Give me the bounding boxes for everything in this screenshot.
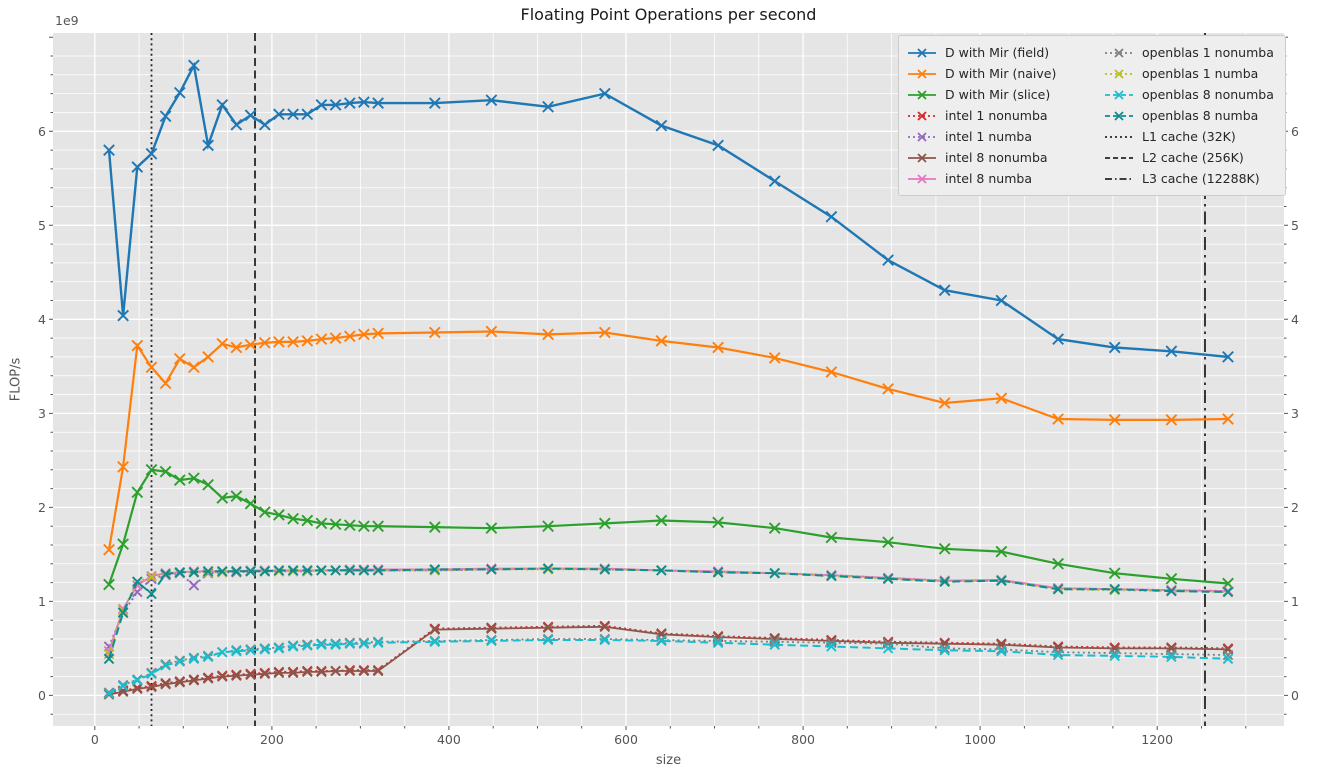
legend-label: D with Mir (field)	[945, 45, 1050, 60]
series-markers-2	[103, 463, 1234, 591]
y2-tick-label: 3	[1291, 406, 1299, 421]
legend-label: L2 cache (256K)	[1142, 150, 1244, 165]
legend-label: openblas 1 numba	[1142, 66, 1259, 81]
y-axis-title: FLOP/s	[8, 357, 24, 402]
y2-tick-label: 2	[1291, 500, 1299, 515]
legend-swatch-icon	[908, 110, 936, 121]
legend-label: openblas 8 numba	[1142, 108, 1259, 123]
legend-swatch-icon	[1105, 68, 1133, 79]
y2-tick-label: 6	[1291, 124, 1299, 139]
legend-label: D with Mir (slice)	[945, 87, 1051, 102]
legend-label: intel 1 nonumba	[945, 108, 1048, 123]
series-markers-9	[103, 634, 1234, 699]
y-tick-label: 5	[38, 218, 46, 233]
x-tick-label: 800	[791, 732, 815, 747]
chart-title: Floating Point Operations per second	[520, 5, 817, 24]
legend-item: L1 cache (32K)	[1104, 126, 1279, 147]
legend-swatch-icon	[1105, 177, 1133, 180]
series-line-7	[108, 638, 1229, 694]
y-axis-offset-label: 1e9	[55, 13, 79, 28]
series-markers-0	[103, 59, 1234, 363]
legend-label: D with Mir (naive)	[945, 66, 1057, 81]
legend-item: openblas 8 numba	[1104, 105, 1279, 126]
legend-label: openblas 1 nonumba	[1142, 45, 1274, 60]
x-tick-label: 200	[260, 732, 284, 747]
legend-item: openblas 1 numba	[1104, 63, 1279, 84]
legend-swatch-icon	[1105, 110, 1133, 121]
x-tick-label: 1000	[964, 732, 996, 747]
legend-swatch-icon	[1105, 135, 1133, 138]
legend-swatch-icon	[908, 47, 936, 58]
y2-tick-label: 5	[1291, 218, 1299, 233]
legend-swatch-icon	[908, 131, 936, 142]
legend-item: openblas 1 nonumba	[1104, 42, 1279, 63]
legend-item: intel 1 numba	[907, 126, 1104, 147]
legend-item: L3 cache (12288K)	[1104, 168, 1279, 189]
y-tick-label: 0	[38, 688, 46, 703]
legend-item: intel 8 nonumba	[907, 147, 1104, 168]
x-tick-label: 400	[437, 732, 461, 747]
legend-item: D with Mir (naive)	[907, 63, 1104, 84]
legend-swatch-icon	[1105, 156, 1133, 159]
y-tick-label: 1	[38, 594, 46, 609]
legend-item: openblas 8 nonumba	[1104, 84, 1279, 105]
minor-gridlines	[53, 33, 1284, 726]
series-markers-1	[103, 325, 1234, 556]
y2-tick-label: 4	[1291, 312, 1299, 327]
legend-swatch-icon	[908, 152, 936, 163]
y2-tick-label: 0	[1291, 688, 1299, 703]
legend-label: intel 8 numba	[945, 171, 1032, 186]
legend-label: intel 1 numba	[945, 129, 1032, 144]
tick-marks	[49, 36, 1288, 730]
legend-item: intel 1 nonumba	[907, 105, 1104, 126]
y-tick-label: 2	[38, 500, 46, 515]
legend-label: intel 8 nonumba	[945, 150, 1048, 165]
x-axis-title: size	[655, 753, 682, 768]
legend-item: D with Mir (field)	[907, 42, 1104, 63]
x-tick-label: 1200	[1141, 732, 1173, 747]
legend-swatch-icon	[1105, 47, 1133, 58]
legend-swatch-icon	[908, 68, 936, 79]
legend-label: L3 cache (12288K)	[1142, 171, 1260, 186]
y-tick-label: 4	[38, 312, 46, 327]
legend-item: intel 8 numba	[907, 168, 1104, 189]
legend-item: D with Mir (slice)	[907, 84, 1104, 105]
legend-label: openblas 8 nonumba	[1142, 87, 1274, 102]
x-tick-label: 600	[614, 732, 638, 747]
series-line-9	[108, 639, 1229, 695]
legend-swatch-icon	[1105, 89, 1133, 100]
series-markers-10	[103, 563, 1234, 665]
y-tick-label: 6	[38, 124, 46, 139]
x-tick-label: 0	[91, 732, 99, 747]
y-tick-label: 3	[38, 406, 46, 421]
legend-swatch-icon	[908, 89, 936, 100]
legend-label: L1 cache (32K)	[1142, 129, 1236, 144]
y2-tick-label: 1	[1291, 594, 1299, 609]
major-gridlines	[53, 33, 1284, 726]
series-line-10	[108, 567, 1229, 660]
legend-item: L2 cache (256K)	[1104, 147, 1279, 168]
legend: D with Mir (field) D with Mir (naive) D wi…	[898, 35, 1286, 196]
legend-swatch-icon	[908, 173, 936, 184]
